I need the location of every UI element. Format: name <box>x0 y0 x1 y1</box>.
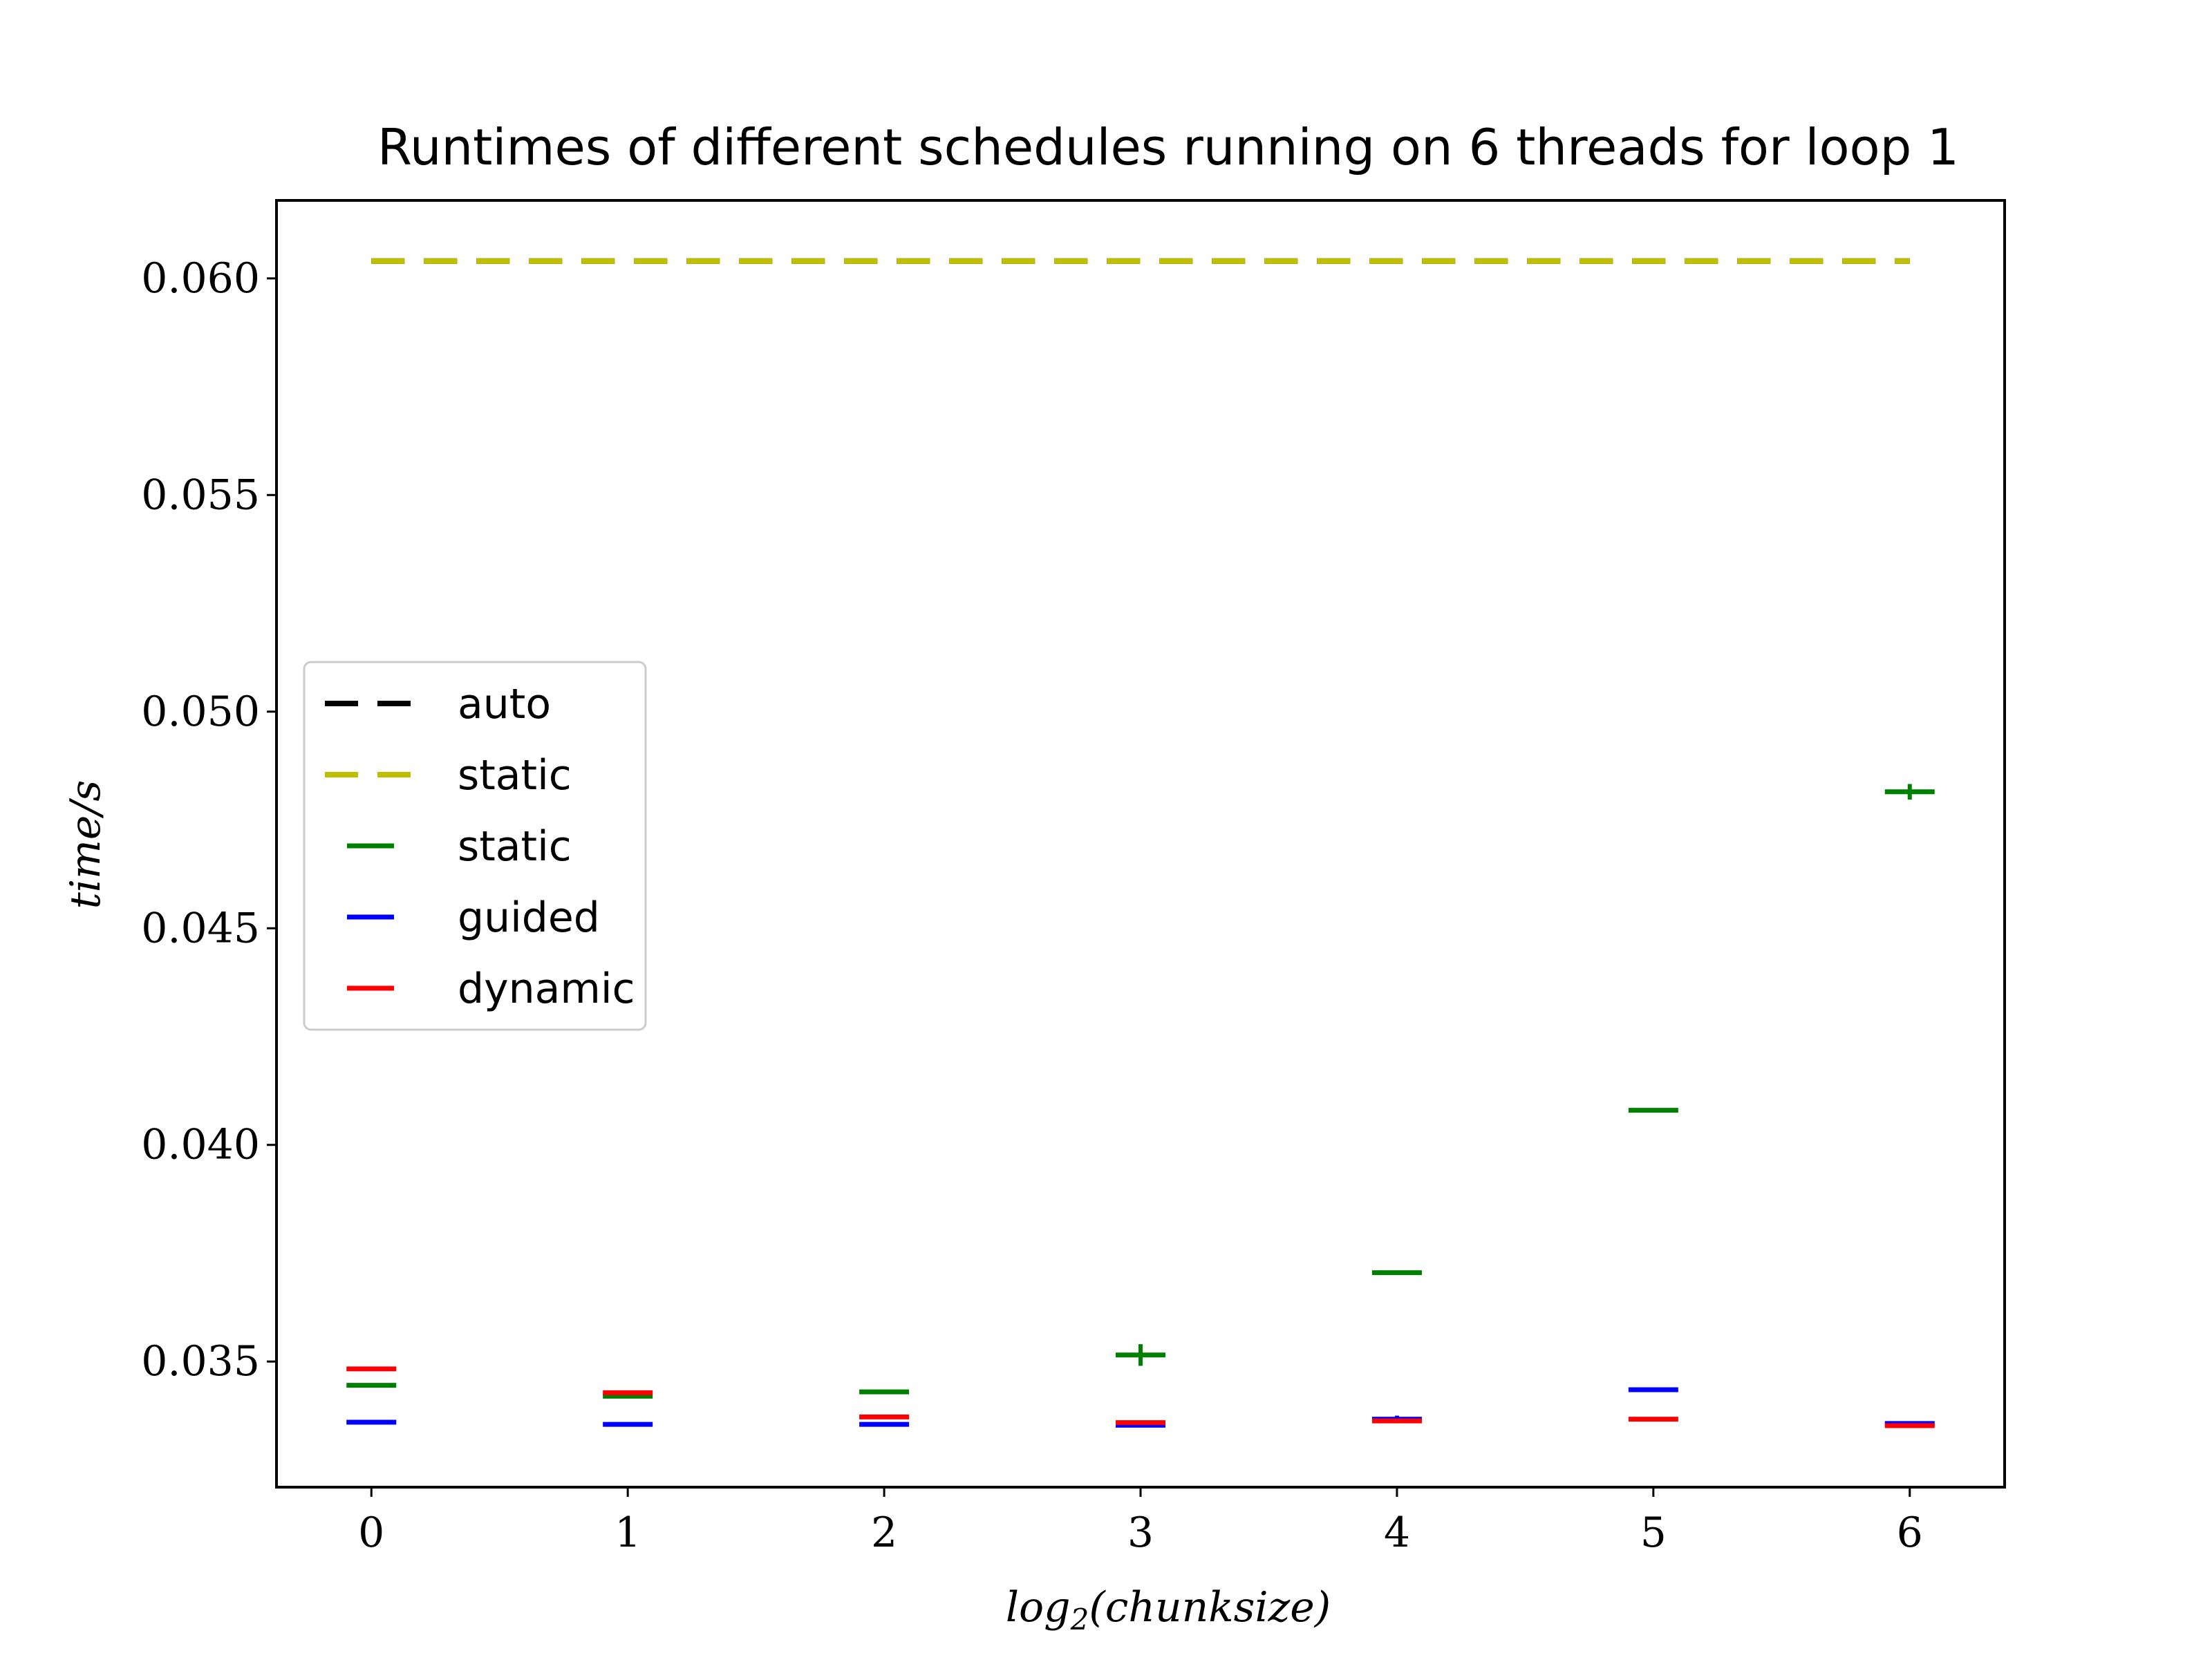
x-tick-label: 2 <box>871 1509 897 1557</box>
plot-frame <box>275 199 2006 1489</box>
legend-label-static: static <box>458 751 572 800</box>
y-tick-label: 0.050 <box>141 688 260 736</box>
x-tick-label: 6 <box>1897 1509 1923 1557</box>
legend-label-auto: auto <box>458 680 551 728</box>
x-tick-label: 5 <box>1640 1509 1667 1557</box>
y-tick-label: 0.045 <box>141 904 260 952</box>
plot-layer: 0 1 2 3 4 5 6 0.035 0.040 0.045 0.050 0.055 0.060 <box>141 254 1935 1557</box>
legend-label-static: static <box>458 822 572 871</box>
chart-title: Runtimes of different schedules running … <box>377 118 1959 176</box>
y-tick-label: 0.040 <box>141 1121 260 1169</box>
x-tick-label: 3 <box>1127 1509 1154 1557</box>
x-axis-label-subscript: 2 <box>1070 1603 1089 1636</box>
legend-label-dynamic: dynamic <box>458 965 635 1013</box>
legend: auto static static guided dynamic <box>303 661 647 1031</box>
y-tick-label: 0.035 <box>141 1337 260 1386</box>
x-axis-label-rest: (chunksize) <box>1089 1583 1331 1632</box>
y-tick-label: 0.060 <box>141 254 260 303</box>
x-tick-label: 0 <box>358 1509 384 1557</box>
y-axis-label: time/s <box>62 780 110 909</box>
legend-frame <box>303 661 647 1031</box>
x-axis-label-base: log <box>1006 1583 1071 1632</box>
y-tick-label: 0.055 <box>141 471 260 519</box>
x-tick-label: 1 <box>615 1509 641 1557</box>
x-axis-label: log2(chunksize) <box>1006 1583 1331 1636</box>
x-tick-label: 4 <box>1384 1509 1410 1557</box>
legend-label-guided: guided <box>458 894 600 942</box>
